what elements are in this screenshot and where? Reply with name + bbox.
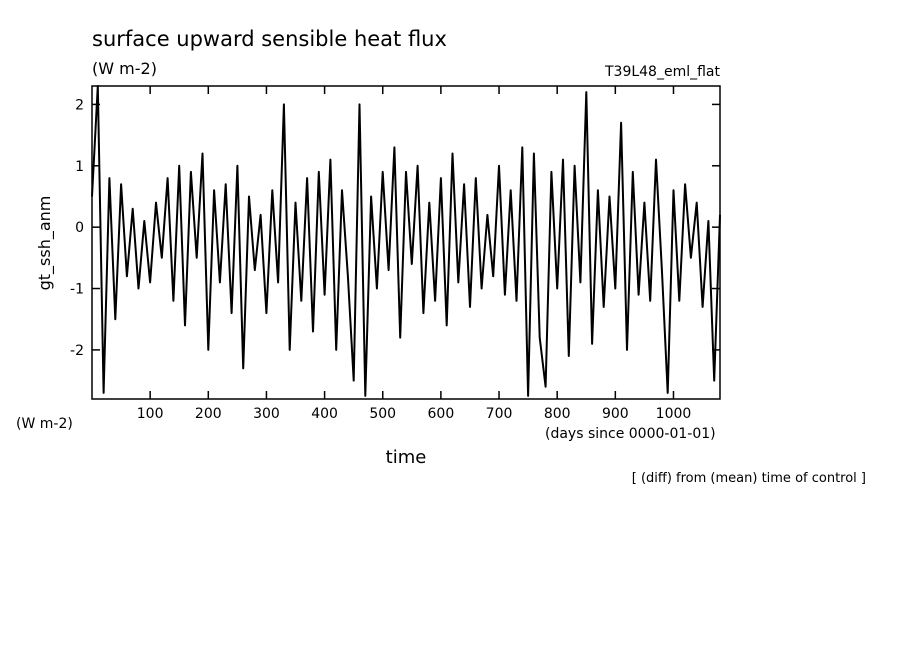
x-axis-label: time: [386, 447, 427, 468]
x-units: (days since 0000-01-01): [545, 426, 716, 442]
y-tick-label: -1: [70, 282, 84, 298]
x-tick-label: 700: [486, 406, 513, 422]
y-tick-label: 2: [75, 97, 84, 113]
y-tick-label: 1: [75, 159, 84, 175]
x-tick-label: 400: [311, 406, 338, 422]
chart-title: surface upward sensible heat flux: [92, 27, 447, 51]
x-tick-label: 600: [428, 406, 455, 422]
x-tick-label: 300: [253, 406, 280, 422]
experiment: T39L48_eml_flat: [604, 64, 721, 80]
data-line: [91, 85, 721, 397]
x-tick-label: 1000: [656, 406, 692, 422]
units-left: (W m-2): [16, 416, 73, 432]
plot-frame: [91, 85, 721, 400]
x-tick-label: 200: [195, 406, 222, 422]
units-top: (W m-2): [92, 59, 157, 78]
y-tick-label: 0: [75, 220, 84, 236]
x-tick-label: 100: [137, 406, 164, 422]
x-tick-label: 800: [544, 406, 571, 422]
footnote: [ (diff) from (mean) time of control ]: [632, 471, 866, 486]
x-tick-label: 500: [369, 406, 396, 422]
x-tick-label: 900: [602, 406, 629, 422]
y-tick-label: -2: [70, 343, 84, 359]
y-axis-label: gt_ssh_anm: [35, 196, 55, 291]
